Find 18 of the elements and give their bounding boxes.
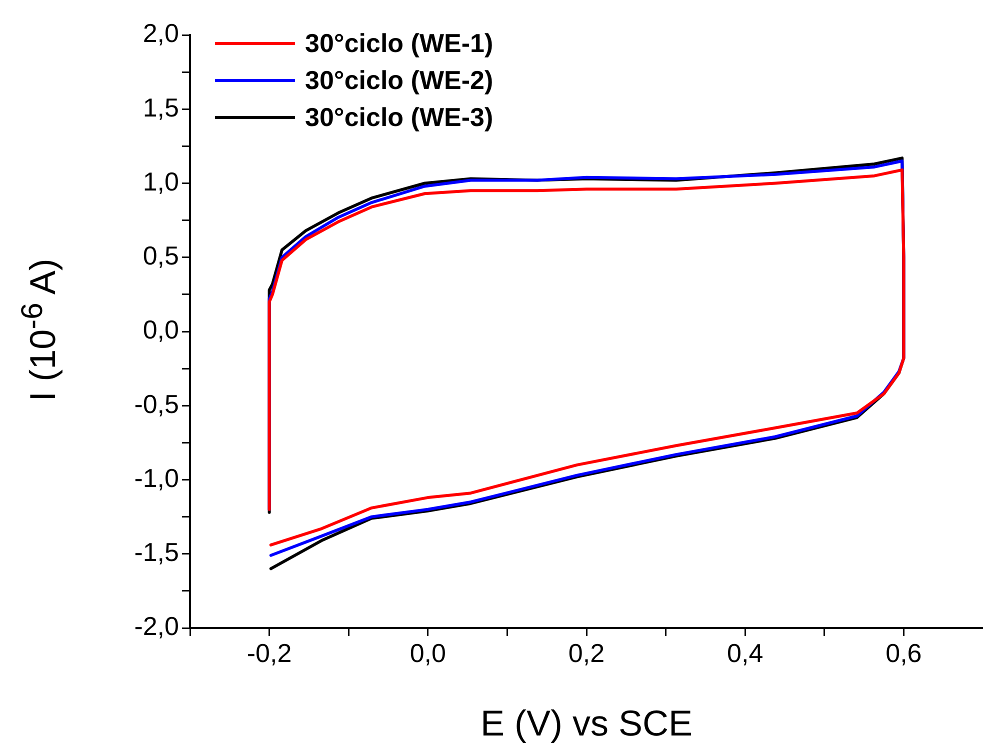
- y-tick-label: -0,5: [134, 388, 179, 419]
- y-tick-label: 0,5: [142, 240, 179, 271]
- legend-label: 30°ciclo (WE-2): [305, 65, 494, 96]
- x-tick-label: 0,2: [568, 638, 605, 668]
- x-tick-label: 0,4: [727, 638, 764, 668]
- y-tick-label: 1,5: [142, 92, 179, 122]
- legend-label: 30°ciclo (WE-3): [305, 102, 494, 133]
- x-tick-label: 0,6: [886, 638, 922, 668]
- legend-label: 30°ciclo (WE-1): [305, 28, 494, 59]
- x-tick-label: 0,0: [410, 638, 446, 668]
- x-tick-label: -0,2: [246, 638, 292, 668]
- y-tick-label: -1,0: [134, 462, 179, 493]
- y-tick-label: -2,0: [134, 611, 179, 642]
- y-tick-label: 2,0: [142, 18, 179, 48]
- y-tick-label: -1,5: [134, 537, 179, 568]
- x-axis-title: E (V) vs SCE: [480, 702, 693, 744]
- y-tick-label: 0,0: [142, 314, 179, 345]
- y-tick-label: 1,0: [142, 166, 179, 196]
